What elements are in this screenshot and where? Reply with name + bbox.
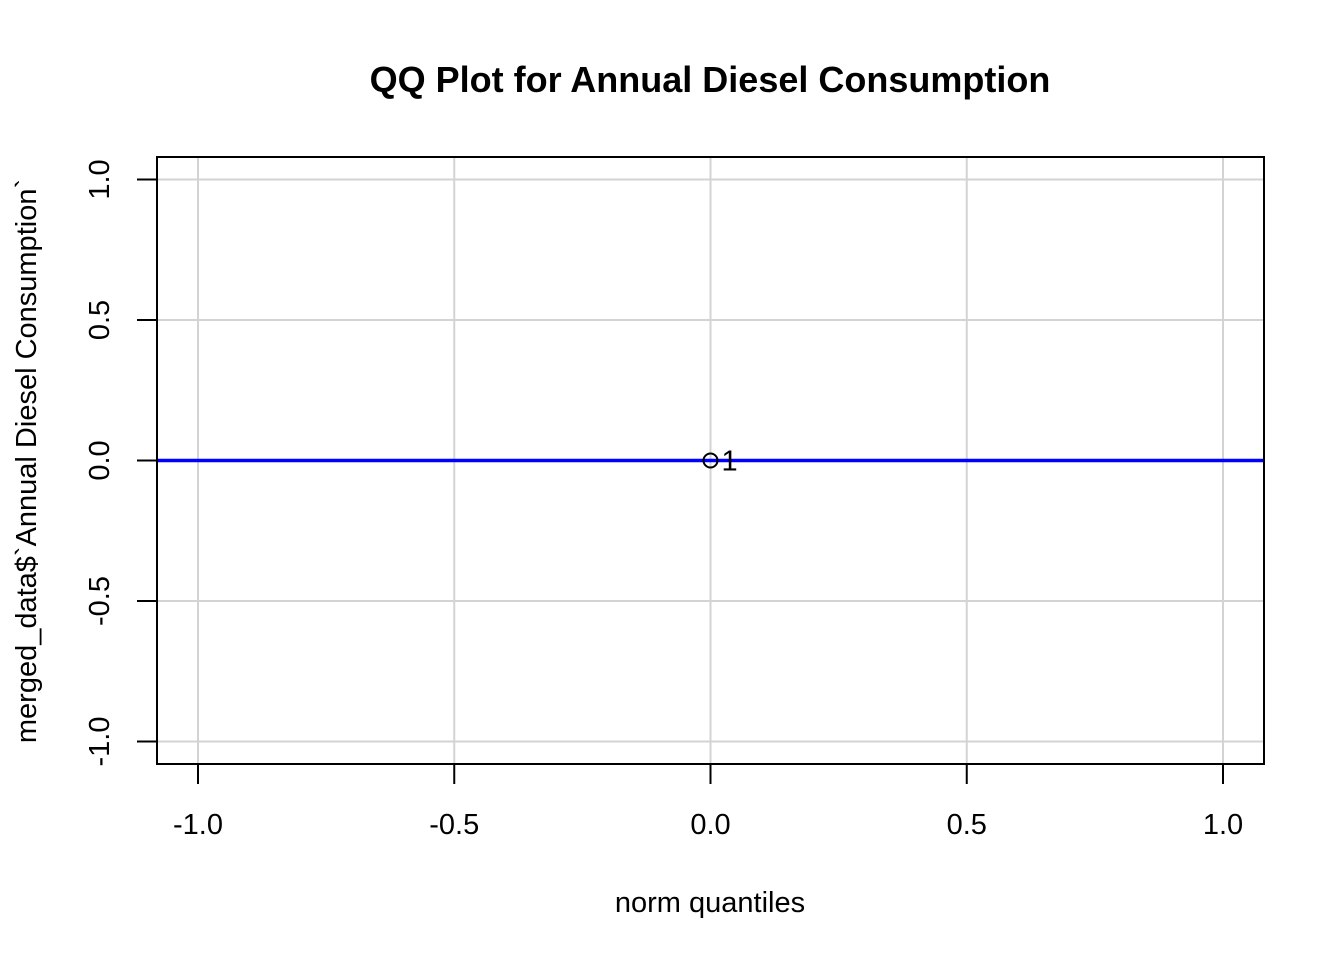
chart-title: QQ Plot for Annual Diesel Consumption [370,59,1051,100]
y-tick-label: 1.0 [84,159,116,199]
y-axis-label: merged_data$`Annual Diesel Consumption` [11,179,43,743]
data-point-label: 1 [722,446,738,478]
points-group: 1 [702,446,738,478]
x-axis: -1.0 -0.5 0.0 0.5 1.0 [173,764,1243,841]
y-tick-label: 0.5 [84,300,116,340]
y-tick-label: 0.0 [84,440,116,480]
x-tick-label: -1.0 [173,809,223,841]
data-point [702,452,719,469]
x-axis-label: norm quantiles [615,887,805,919]
x-tick-label: -0.5 [429,809,479,841]
x-tick-label: 0.5 [947,809,987,841]
y-tick-label: -0.5 [84,576,116,626]
x-tick-label: 0.0 [690,809,730,841]
x-tick-label: 1.0 [1203,809,1243,841]
y-tick-label: -1.0 [84,717,116,767]
y-axis: -1.0 -0.5 0.0 0.5 1.0 [84,159,157,767]
